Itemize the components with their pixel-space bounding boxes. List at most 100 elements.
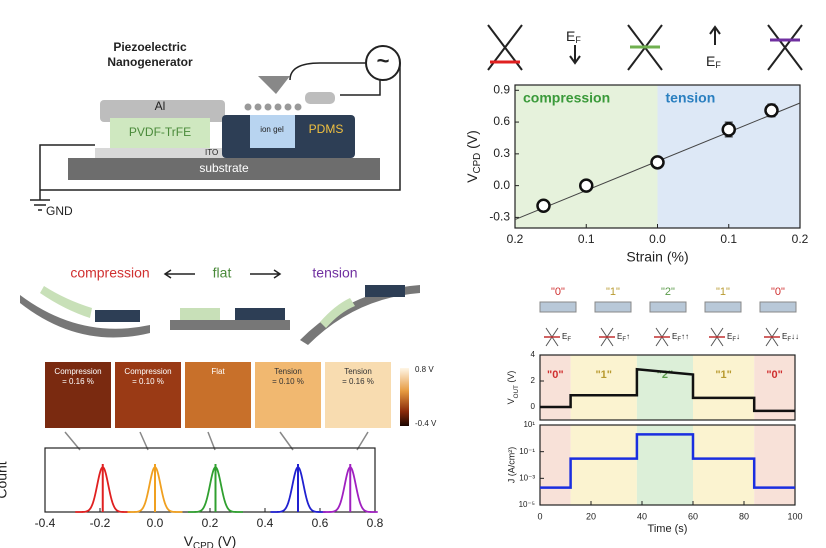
mini-device xyxy=(759,301,797,313)
x-tick-label: 60 xyxy=(688,511,698,521)
y-tick-label: 0.3 xyxy=(493,146,510,160)
label-sub: CPD xyxy=(193,541,214,548)
state-label: "1" xyxy=(606,286,620,298)
bent-devices: compression flat tension xyxy=(20,265,420,345)
x-tick-label: 0.2 xyxy=(792,232,809,246)
y-tick-label: 0.0 xyxy=(493,178,510,192)
device-diagram: ~ Piezoelectric Nanogenerator substrate … xyxy=(30,40,401,218)
y-tick-label: 0.6 xyxy=(493,114,510,128)
mini-device xyxy=(649,301,687,313)
label-main: V xyxy=(184,533,194,548)
point xyxy=(579,178,594,193)
x-tick-label: 0.6 xyxy=(312,516,329,530)
ef-sub: F xyxy=(787,337,791,343)
ef-suffix: ↑ xyxy=(626,332,630,341)
substrate-label: substrate xyxy=(199,161,249,175)
state-label: "2" xyxy=(661,286,675,298)
label-unit: (V) xyxy=(214,533,237,548)
label-unit: (V) xyxy=(506,371,516,386)
substrate xyxy=(68,158,380,180)
map-label: Tension xyxy=(274,367,302,376)
region xyxy=(540,425,571,505)
mini-device xyxy=(539,301,577,313)
region xyxy=(693,425,755,505)
region-label: "1" xyxy=(715,369,732,381)
region-label: "0" xyxy=(547,369,564,381)
x-axis-label: Strain (%) xyxy=(626,249,688,265)
colorbar-label: 0.8 V xyxy=(415,365,434,374)
map-label: = 0.16 % xyxy=(62,377,94,386)
device-title: Piezoelectric xyxy=(113,40,187,54)
map-label: = 0.10 % xyxy=(272,377,304,386)
label-main: V xyxy=(506,398,516,404)
ef-label: EF↓ xyxy=(727,332,740,342)
map-label: Compression xyxy=(54,367,101,376)
band-icons xyxy=(487,24,803,71)
x-tick-label: 0.4 xyxy=(257,516,274,530)
mini-device xyxy=(704,301,742,313)
ef-label: EF xyxy=(706,53,721,71)
ef-label: EF xyxy=(566,28,581,46)
x-axis-label: VCPD (V) xyxy=(184,533,237,548)
gnd-label: GND xyxy=(46,204,73,218)
ef-main: E xyxy=(782,332,787,341)
ef-sub: F xyxy=(732,337,736,343)
plot-frame xyxy=(539,424,796,506)
y-tick-label: 2 xyxy=(531,376,536,385)
x-tick-label: 100 xyxy=(787,511,802,521)
region xyxy=(636,425,693,505)
map-label: Compression xyxy=(124,367,171,376)
al-label: Al xyxy=(155,99,166,113)
ef-sub: F xyxy=(622,337,626,343)
x-tick-label: 0.1 xyxy=(720,232,737,246)
region xyxy=(693,355,755,420)
x-tick-label: -0.4 xyxy=(35,516,56,530)
x-tick-label: 0.1 xyxy=(578,232,595,246)
label-main: V xyxy=(464,173,480,183)
mini-device xyxy=(594,301,632,313)
particles xyxy=(244,103,302,111)
gnd-wire xyxy=(30,144,95,211)
ef-suffix: ↓ xyxy=(736,332,740,341)
point xyxy=(536,198,551,214)
series-line xyxy=(540,433,795,489)
ion-gel xyxy=(250,115,295,148)
region xyxy=(570,355,637,420)
label-unit: (V) xyxy=(464,130,480,153)
x-tick-label: 0.2 xyxy=(507,232,524,246)
x-tick-label: 80 xyxy=(739,511,749,521)
ef-main: E xyxy=(727,332,732,341)
ef-sub: F xyxy=(575,35,581,45)
y-axis-label: VOUT (V) xyxy=(506,371,519,405)
region xyxy=(754,425,795,505)
map-label: = 0.10 % xyxy=(132,377,164,386)
pvdf xyxy=(110,118,210,148)
region-label: compression xyxy=(523,90,610,106)
ef-main: E xyxy=(706,53,715,69)
region-label: tension xyxy=(666,90,716,106)
y-tick-label: 10⁻³ xyxy=(519,473,535,482)
map-label: Tension xyxy=(344,367,372,376)
x-tick-label: -0.2 xyxy=(90,516,111,530)
ef-suffix: ↑↑ xyxy=(681,332,689,341)
ef-main: E xyxy=(617,332,622,341)
bend-label: compression xyxy=(70,265,149,281)
point xyxy=(650,155,665,170)
region-label: "1" xyxy=(595,369,612,381)
x-tick-label: 0.8 xyxy=(367,516,384,530)
pdms-label: PDMS xyxy=(309,122,344,136)
ef-label: EF↑ xyxy=(617,332,630,342)
cpd-maps: 0.8 V -0.4 V xyxy=(45,362,437,451)
wires xyxy=(40,62,401,191)
source-symbol: ~ xyxy=(377,48,390,73)
y-tick-label: 0 xyxy=(531,402,536,411)
y-tick-label: 10¹ xyxy=(523,420,535,429)
label-sub: CPD xyxy=(472,153,483,174)
region xyxy=(540,355,571,420)
y-tick-label: 4 xyxy=(531,350,536,359)
ito xyxy=(95,148,255,158)
map-label: = 0.16 % xyxy=(342,377,374,386)
ef-label: EF↓↓ xyxy=(782,332,799,342)
bend-label: flat xyxy=(213,265,232,281)
